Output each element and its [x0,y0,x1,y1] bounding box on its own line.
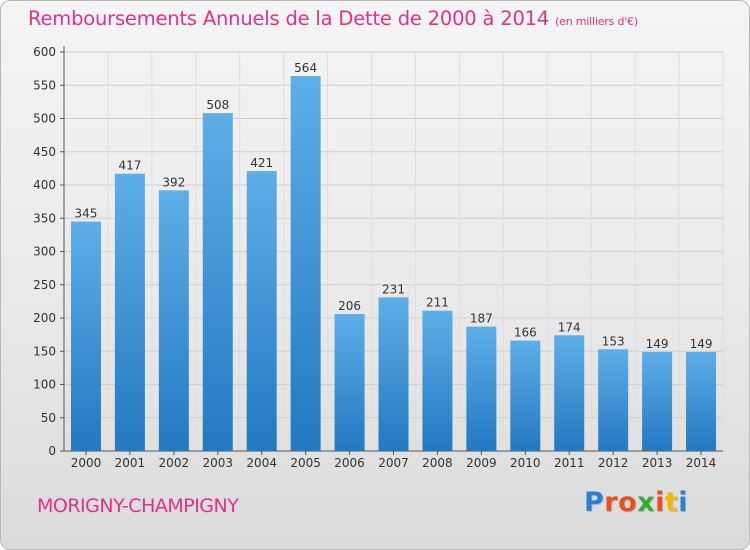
bar-2011 [554,335,585,451]
data-label-2009: 187 [470,312,493,326]
data-label-2011: 174 [558,320,581,334]
logo-letter: P [584,487,605,518]
bar-2008 [422,310,453,451]
y-tick-label-400: 400 [33,178,56,192]
x-tick-label-2001: 2001 [115,456,146,470]
x-tick-label-2005: 2005 [290,456,321,470]
data-label-2003: 508 [206,98,229,112]
x-tick-label-2002: 2002 [159,456,190,470]
bar-2010 [510,340,541,451]
x-tick-label-2012: 2012 [598,456,629,470]
data-labels: 345 417 392 508 421 564 206 231 211 187 166 174 153 1… [75,61,713,351]
data-label-2005: 564 [294,61,317,75]
y-tick-label-300: 300 [33,245,56,259]
data-label-2001: 417 [118,159,141,173]
y-tick-label-100: 100 [33,378,56,392]
data-label-2013: 149 [646,337,669,351]
x-tick-label-2009: 2009 [466,456,497,470]
bar-2014 [686,351,717,451]
bar-2012 [598,349,629,451]
data-label-2012: 153 [602,334,625,348]
data-label-2014: 149 [690,337,713,351]
data-label-2002: 392 [162,175,185,189]
logo-letter: i [678,487,689,518]
y-tick-label-600: 600 [33,45,56,59]
y-tick-label-550: 550 [33,78,56,92]
x-tick-label-2013: 2013 [642,456,673,470]
data-label-2006: 206 [338,299,361,313]
logo-letter: x [637,487,656,518]
chart-subtitle: (en milliers d'€) [555,15,638,28]
x-tick-label-2000: 2000 [71,456,102,470]
y-tick-label-50: 50 [41,411,56,425]
bar-2007 [378,297,409,451]
x-tick-label-2004: 2004 [246,456,277,470]
bar-2001 [114,173,145,451]
bars [70,75,717,452]
x-tick-label-2010: 2010 [510,456,541,470]
chart-title-text: Remboursements Annuels de la Dette de 20… [28,7,550,30]
x-tick-label-2006: 2006 [334,456,365,470]
x-tick-label-2007: 2007 [378,456,409,470]
data-label-2007: 231 [382,282,405,296]
y-tick-label-150: 150 [33,344,56,358]
commune-name: MORIGNY-CHAMPIGNY [37,495,239,517]
proxiti-logo: Proxiti [584,487,688,518]
data-label-2000: 345 [75,207,98,221]
bar-2005 [290,75,321,451]
y-tick-label-350: 350 [33,211,56,225]
y-tick-label-200: 200 [33,311,56,325]
y-tick-label-0: 0 [48,444,56,458]
bar-2013 [642,351,673,451]
data-label-2008: 211 [426,296,449,310]
bar-2003 [202,113,233,452]
logo-letter: i [655,487,665,518]
x-tick-label-2008: 2008 [422,456,453,470]
y-tick-labels: 0 50 100 150 200 250 300 350 400 450 500 550 600 [33,45,56,458]
y-tick-label-500: 500 [33,112,56,126]
chart-title: Remboursements Annuels de la Dette de 20… [28,7,638,30]
bar-2000 [70,221,101,451]
bar-2006 [334,314,365,451]
data-label-2004: 421 [250,156,273,170]
x-tick-label-2011: 2011 [554,456,585,470]
bar-2002 [158,190,189,451]
data-label-2010: 166 [514,326,537,340]
y-tick-label-250: 250 [33,278,56,292]
x-tick-label-2003: 2003 [202,456,233,470]
bar-2004 [246,171,277,451]
logo-letter: r [604,487,619,518]
x-tick-label-2014: 2014 [686,456,717,470]
bar-2009 [466,326,497,451]
logo-letter: o [618,487,638,518]
y-tick-label-450: 450 [33,145,56,159]
logo-letter: t [664,487,679,518]
x-tick-labels: 2000 2001 2002 2003 2004 2005 2006 2007 2008 2009… [71,456,717,470]
